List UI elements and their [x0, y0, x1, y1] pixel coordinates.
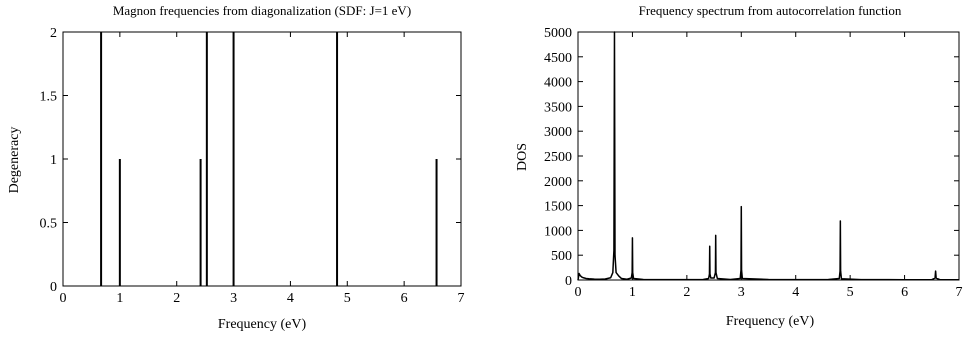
y-tick-label: 3500	[544, 100, 572, 115]
chart-title: Magnon frequencies from diagonalization …	[113, 3, 411, 18]
bar-layer	[100, 32, 438, 286]
x-tick-label: 5	[847, 285, 854, 300]
x-tick-label: 3	[230, 291, 237, 306]
plot-frame	[62, 31, 462, 287]
y-tick-label: 5000	[544, 26, 572, 41]
x-tick-label: 6	[401, 291, 408, 306]
y-tick-label: 2	[50, 26, 57, 41]
tick-layer: 0 1 2 3 4 5 6 7 0 0.5 1 1.5 2	[40, 26, 465, 306]
y-tick-label: 1500	[544, 200, 572, 215]
x-tick-label: 3	[738, 285, 745, 300]
plot-frame	[577, 31, 960, 281]
x-tick-label: 5	[344, 291, 351, 306]
x-tick-label: 0	[575, 285, 582, 300]
x-tick-label: 0	[60, 291, 67, 306]
dos-spectrum-chart: Frequency spectrum from autocorrelation …	[515, 3, 963, 329]
y-tick-label: 2500	[544, 150, 572, 165]
y-axis-label: Degeneracy	[7, 127, 22, 194]
y-tick-label: 1000	[544, 224, 572, 239]
y-tick-label: 0	[565, 274, 572, 289]
y-tick-label: 4000	[544, 76, 572, 91]
tick-layer: 0 1 2 3 4 5 6 7 0 500 1000 1500 2000 2500 3000 3500 4000…	[544, 26, 963, 300]
x-axis-label: Frequency (eV)	[218, 317, 307, 332]
x-tick-label: 7	[458, 291, 465, 306]
y-tick-label: 0.5	[40, 217, 58, 232]
y-tick-label: 0	[50, 280, 57, 295]
x-tick-label: 7	[956, 285, 963, 300]
x-tick-label: 2	[173, 291, 180, 306]
x-axis-label: Frequency (eV)	[726, 314, 815, 329]
x-tick-label: 1	[116, 291, 123, 306]
x-tick-label: 4	[792, 285, 799, 300]
x-tick-label: 1	[629, 285, 636, 300]
y-tick-label: 1	[50, 153, 57, 168]
x-tick-label: 4	[287, 291, 294, 306]
x-tick-label: 6	[901, 285, 908, 300]
y-tick-label: 4500	[544, 51, 572, 66]
dos-series-line	[577, 31, 960, 281]
y-tick-label: 3000	[544, 125, 572, 140]
y-tick-label: 1.5	[40, 90, 58, 105]
line-layer	[577, 31, 960, 281]
y-tick-label: 2000	[544, 175, 572, 190]
degeneracy-chart: Magnon frequencies from diagonalization …	[7, 3, 465, 332]
y-axis-label: DOS	[515, 143, 530, 171]
y-tick-label: 500	[551, 249, 572, 264]
chart-title: Frequency spectrum from autocorrelation …	[639, 3, 902, 18]
x-tick-label: 2	[683, 285, 690, 300]
